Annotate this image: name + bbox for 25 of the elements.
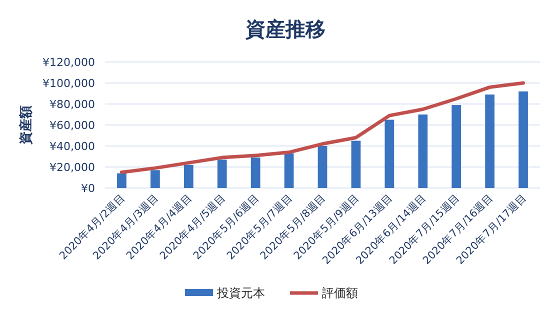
- bar: [318, 146, 328, 188]
- bar: [452, 105, 462, 188]
- y-axis-title: 資産額: [18, 106, 34, 146]
- line-series: [120, 81, 526, 174]
- bar: [184, 164, 194, 188]
- bar: [518, 91, 528, 188]
- legend-label: 評価額: [322, 286, 358, 300]
- bar: [485, 94, 494, 188]
- chart-title: 資産推移: [244, 17, 326, 41]
- y-tick-label: ¥100,000: [42, 77, 95, 90]
- bar: [250, 158, 260, 188]
- bar: [284, 153, 294, 188]
- bar: [150, 170, 160, 188]
- bar: [217, 160, 227, 188]
- y-tick-label: ¥120,000: [42, 56, 95, 69]
- y-tick-label: ¥20,000: [50, 161, 95, 174]
- legend-label: 投資元本: [216, 286, 265, 300]
- y-tick-label: ¥60,000: [50, 119, 95, 132]
- y-tick-label: ¥40,000: [50, 140, 95, 153]
- bar: [384, 120, 394, 188]
- y-tick-label: ¥80,000: [50, 98, 95, 111]
- bar: [418, 114, 428, 188]
- bar: [117, 173, 126, 188]
- bar: [351, 140, 361, 188]
- y-tick-label: ¥0: [81, 182, 95, 195]
